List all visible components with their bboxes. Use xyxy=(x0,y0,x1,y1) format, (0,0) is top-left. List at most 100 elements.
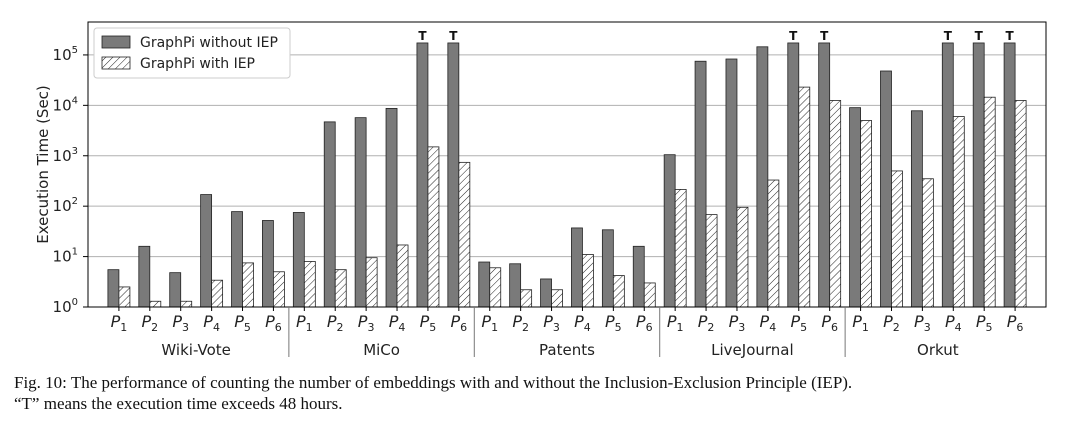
xtick-label-p3: P3 xyxy=(172,312,189,334)
legend-label-1: GraphPi without IEP xyxy=(140,35,278,51)
bar-patents-p1-series1 xyxy=(478,261,491,308)
bar-livejournal-p4-series2 xyxy=(767,179,780,308)
xtick-label-p2: P2 xyxy=(698,312,715,334)
bar-mico-p6-series2 xyxy=(458,161,471,308)
figure-caption: Fig. 10: The performance of counting the… xyxy=(14,372,1080,414)
group-label-livejournal: LiveJournal xyxy=(711,341,794,359)
xtick-label-p3: P3 xyxy=(729,312,746,334)
bar-livejournal-p2-series2 xyxy=(705,214,718,308)
bar-orkut-p6-series1 xyxy=(1003,42,1016,308)
bar-orkut-p3-series1 xyxy=(910,110,923,308)
timeout-marker: T xyxy=(449,29,458,43)
group-label-wiki-vote: Wiki-Vote xyxy=(161,341,230,359)
bar-patents-p5-series1 xyxy=(601,229,614,308)
bar-wiki-vote-p1-series2 xyxy=(118,286,131,308)
bar-orkut-p2-series2 xyxy=(891,170,903,308)
bar-mico-p4-series2 xyxy=(396,244,409,308)
bar-wiki-vote-p5-series2 xyxy=(242,262,254,308)
xtick-label-p4: P4 xyxy=(574,312,591,334)
bar-patents-p1-series2 xyxy=(489,267,502,308)
bar-livejournal-p5-series1 xyxy=(787,42,800,308)
bar-livejournal-p4-series1 xyxy=(756,46,769,308)
bar-orkut-p4-series1 xyxy=(941,42,954,308)
bar-patents-p6-series2 xyxy=(643,282,656,308)
bar-patents-p6-series1 xyxy=(632,245,645,308)
bar-mico-p1-series2 xyxy=(303,261,316,308)
xtick-label-p6: P6 xyxy=(821,312,838,334)
group-label-orkut: Orkut xyxy=(917,341,959,359)
bar-orkut-p2-series1 xyxy=(880,70,892,308)
xtick-label-p2: P2 xyxy=(141,312,158,334)
ytick-label-4: 104 xyxy=(53,95,78,114)
bar-livejournal-p6-series1 xyxy=(818,42,831,308)
xtick-label-p5: P5 xyxy=(790,312,807,334)
xtick-label-p3: P3 xyxy=(358,312,375,334)
caption-line-1: Fig. 10: The performance of counting the… xyxy=(14,373,853,392)
timeout-marker: T xyxy=(1006,29,1015,43)
bar-patents-p2-series1 xyxy=(509,263,522,308)
bar-mico-p6-series1 xyxy=(447,42,460,308)
xtick-label-p3: P3 xyxy=(914,312,931,334)
timeout-marker: T xyxy=(944,29,953,43)
bar-orkut-p4-series2 xyxy=(952,116,965,308)
xtick-label-p6: P6 xyxy=(636,312,653,334)
bar-orkut-p3-series2 xyxy=(921,178,934,308)
legend-swatch-1 xyxy=(101,35,131,49)
timeout-marker: T xyxy=(418,29,427,43)
group-label-mico: MiCo xyxy=(363,341,400,359)
bar-wiki-vote-p2-series2 xyxy=(149,300,162,308)
xtick-label-p5: P5 xyxy=(234,312,251,334)
bar-wiki-vote-p6-series1 xyxy=(262,220,274,308)
bar-patents-p3-series2 xyxy=(551,289,563,308)
bar-patents-p2-series2 xyxy=(520,289,533,308)
bar-mico-p4-series1 xyxy=(385,107,398,308)
xtick-label-p5: P5 xyxy=(605,312,622,334)
ytick-label-0: 100 xyxy=(53,297,78,316)
plot-frame xyxy=(87,21,1047,308)
xtick-label-p1: P1 xyxy=(111,312,128,334)
bar-orkut-p1-series2 xyxy=(860,120,872,308)
bar-mico-p2-series2 xyxy=(334,269,347,308)
bar-wiki-vote-p4-series2 xyxy=(211,279,224,308)
bar-orkut-p1-series1 xyxy=(849,107,861,308)
xtick-label-p4: P4 xyxy=(389,312,406,334)
legend-swatch-2 xyxy=(101,56,131,70)
xtick-label-p1: P1 xyxy=(667,312,684,334)
bar-wiki-vote-p4-series1 xyxy=(200,194,213,308)
bar-livejournal-p5-series2 xyxy=(798,86,811,308)
bar-wiki-vote-p3-series1 xyxy=(169,272,182,308)
bar-patents-p4-series1 xyxy=(571,227,583,308)
xtick-label-p5: P5 xyxy=(420,312,437,334)
bar-chart: T T T T T T T 100 101 102 103 104 105 Execution Time… xyxy=(34,21,1047,359)
timeout-marker: T xyxy=(789,29,798,43)
bar-mico-p5-series1 xyxy=(416,42,429,308)
bar-mico-p3-series2 xyxy=(365,257,378,308)
bar-patents-p5-series2 xyxy=(612,275,625,308)
xtick-label-p6: P6 xyxy=(1007,312,1024,334)
xtick-label-p2: P2 xyxy=(512,312,529,334)
bar-livejournal-p3-series1 xyxy=(725,58,738,308)
xtick-label-p4: P4 xyxy=(760,312,777,334)
bar-patents-p3-series1 xyxy=(540,278,552,308)
caption-line-2: “T” means the execution time exceeds 48 … xyxy=(14,394,343,413)
bar-livejournal-p2-series1 xyxy=(694,60,707,308)
group-label-patents: Patents xyxy=(539,341,595,359)
bar-mico-p1-series1 xyxy=(292,212,305,308)
xtick-label-p2: P2 xyxy=(883,312,900,334)
bar-livejournal-p1-series1 xyxy=(663,154,676,308)
bar-wiki-vote-p5-series1 xyxy=(231,211,243,308)
bar-orkut-p6-series2 xyxy=(1014,100,1027,308)
ytick-label-2: 102 xyxy=(53,196,78,215)
bar-mico-p2-series1 xyxy=(323,121,336,308)
bar-mico-p5-series2 xyxy=(427,146,440,308)
xtick-label-p4: P4 xyxy=(945,312,962,334)
bar-mico-p3-series1 xyxy=(354,117,367,308)
timeout-marker: T xyxy=(975,29,984,43)
bar-livejournal-p6-series2 xyxy=(829,100,842,308)
xtick-label-p1: P1 xyxy=(296,312,313,334)
bar-orkut-p5-series2 xyxy=(983,96,996,308)
legend: GraphPi without IEP GraphPi with IEP xyxy=(93,27,291,79)
bar-livejournal-p1-series2 xyxy=(674,189,687,308)
xtick-label-p2: P2 xyxy=(327,312,344,334)
